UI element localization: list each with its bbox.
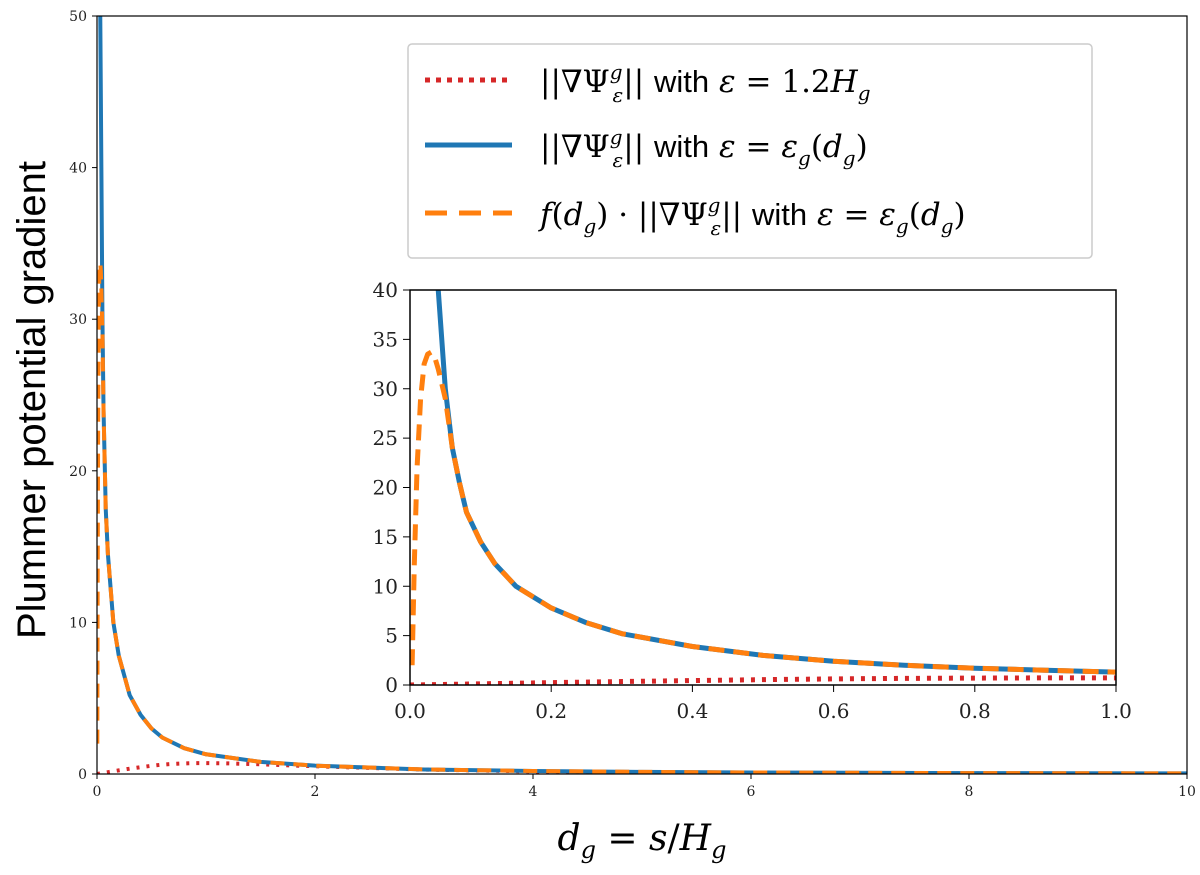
inset-y-tick-label: 30 <box>373 377 398 401</box>
inset-y-tick-label: 20 <box>373 476 398 500</box>
main-series-dashed-line <box>97 261 1187 774</box>
legend-box <box>407 43 1093 259</box>
inset-x-ticks: 0.0 0.2 0.4 0.6 0.8 1.0 <box>394 685 1132 723</box>
main-x-ticks: 0 2 4 6 8 10 <box>93 774 1196 800</box>
inset-x-tick-label: 0.4 <box>676 699 708 723</box>
inset-y-tick-label: 0 <box>385 673 398 697</box>
main-y-tick-label: 30 <box>69 312 87 328</box>
main-x-tick-label: 4 <box>529 784 538 800</box>
inset-background <box>410 290 1116 685</box>
main-x-tick-label: 6 <box>747 784 756 800</box>
inset-x-tick-label: 0.6 <box>818 699 850 723</box>
main-series-dotted-line <box>97 761 1187 774</box>
main-y-tick-label: 10 <box>69 615 87 631</box>
main-plot-frame <box>96 15 1188 775</box>
inset-series-dashed-line <box>410 349 1116 675</box>
main-series-group <box>97 16 1187 774</box>
main-y-tick-label: 40 <box>69 161 87 177</box>
main-x-tick-label: 8 <box>965 784 974 800</box>
inset-y-tick-label: 5 <box>385 624 398 648</box>
inset-y-tick-label: 40 <box>373 278 398 302</box>
inset-y-tick-label: 15 <box>373 525 398 549</box>
legend-entry-scaled-gradient: f(dg) · ||∇Ψg ε|| with ε = εg(dg) <box>538 193 966 240</box>
main-y-ticks: 0 10 20 30 40 50 <box>69 9 97 783</box>
main-x-tick-label: 0 <box>93 784 102 800</box>
main-y-tick-label: 50 <box>69 9 87 25</box>
y-axis-label: Plummer potential gradient <box>10 161 54 639</box>
inset-y-tick-label: 25 <box>373 426 398 450</box>
inset-series-dotted-line <box>410 675 1116 685</box>
legend-entry-epsilon-variable: ||∇Ψg ε|| with ε = εg(dg) <box>540 125 868 172</box>
main-series-solid-line <box>98 16 1187 774</box>
legend: ||∇Ψg ε|| with ε = 1.2Hg ||∇Ψg ε|| with ε … <box>407 43 1093 259</box>
inset-series-group <box>410 290 1116 685</box>
main-y-tick-label: 20 <box>69 464 87 480</box>
inset-y-tick-label: 35 <box>373 327 398 351</box>
inset-x-tick-label: 0.8 <box>959 699 991 723</box>
inset-x-tick-label: 1.0 <box>1100 699 1132 723</box>
inset-x-tick-label: 0.0 <box>394 699 426 723</box>
main-x-tick-label: 2 <box>311 784 320 800</box>
main-y-tick-label: 0 <box>78 767 87 783</box>
inset-axes: 0.0 0.2 0.4 0.6 0.8 1.0 0 5 10 15 20 25 30 35 40 <box>373 278 1132 723</box>
inset-y-tick-label: 10 <box>373 574 398 598</box>
legend-entry-epsilon-constant: ||∇Ψg ε|| with ε = 1.2Hg <box>540 60 871 107</box>
main-x-tick-label: 10 <box>1178 784 1196 800</box>
inset-y-ticks: 0 5 10 15 20 25 30 35 40 <box>373 278 410 697</box>
inset-x-tick-label: 0.2 <box>535 699 567 723</box>
